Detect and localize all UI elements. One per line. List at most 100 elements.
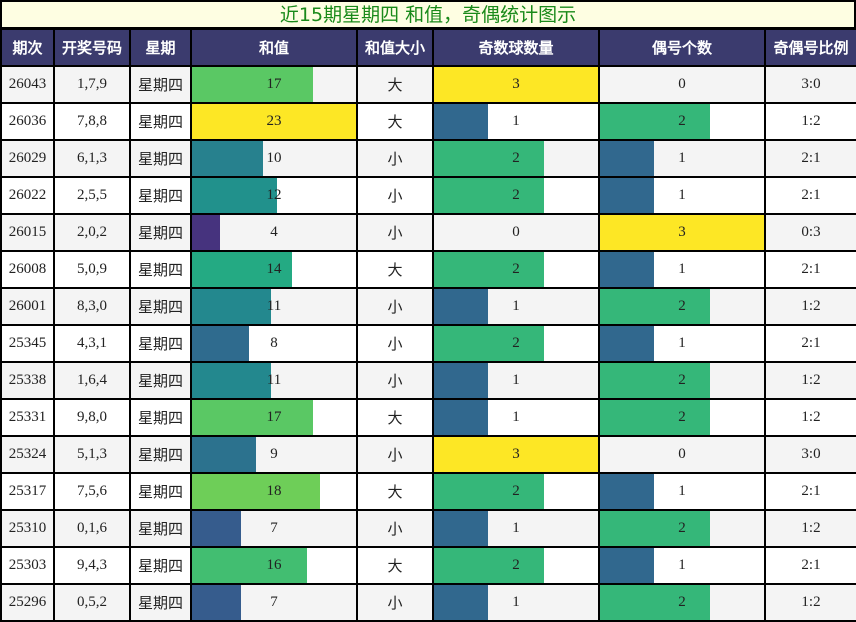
sum-value: 9	[270, 446, 278, 462]
weekday-cell: 星期四	[129, 65, 192, 104]
even-value: 1	[678, 187, 686, 203]
odd-value: 1	[512, 113, 520, 129]
odd-bar-cell: 2	[432, 546, 600, 585]
numbers-cell: 1,6,4	[53, 361, 131, 400]
ratio-cell: 2:1	[764, 139, 856, 178]
table-row: 26043 1,7,9 星期四 17 大 3 0 3:0	[0, 65, 856, 104]
sum-bar	[192, 511, 242, 546]
odd-bar	[434, 585, 489, 620]
sum-bar	[192, 215, 220, 250]
even-bar-cell: 0	[598, 65, 766, 104]
sum-bar-cell: 17	[190, 65, 358, 104]
ratio-cell: 1:2	[764, 361, 856, 400]
period-cell: 25324	[0, 435, 55, 474]
header-ratio: 奇偶号比例	[764, 28, 856, 67]
header-sum-size: 和值大小	[356, 28, 434, 67]
sum-value: 11	[266, 298, 282, 314]
sum-bar-cell: 23	[190, 102, 358, 141]
weekday-cell: 星期四	[129, 398, 192, 437]
sum-bar	[192, 141, 263, 176]
sum-size-cell: 大	[356, 250, 434, 289]
odd-bar	[434, 474, 544, 509]
period-cell: 25345	[0, 324, 55, 363]
even-value: 0	[678, 446, 686, 462]
sum-bar-cell: 16	[190, 546, 358, 585]
even-bar	[600, 548, 655, 583]
odd-bar-cell: 2	[432, 250, 600, 289]
period-cell: 26001	[0, 287, 55, 326]
stats-table: 期次 开奖号码 星期 和值 和值大小 奇数球数量 偶号个数 奇偶号比例 2604…	[0, 28, 856, 622]
table-row: 25324 5,1,3 星期四 9 小 3 0 3:0	[0, 435, 856, 474]
odd-value: 1	[512, 409, 520, 425]
even-bar	[600, 178, 655, 213]
sum-value: 11	[266, 372, 282, 388]
sum-bar-cell: 18	[190, 472, 358, 511]
odd-bar	[434, 141, 544, 176]
table-row: 25317 7,5,6 星期四 18 大 2 1 2:1	[0, 472, 856, 511]
even-bar	[600, 400, 710, 435]
even-value: 2	[678, 113, 686, 129]
odd-bar-cell: 1	[432, 102, 600, 141]
even-value: 1	[678, 261, 686, 277]
weekday-cell: 星期四	[129, 176, 192, 215]
table-row: 25303 9,4,3 星期四 16 大 2 1 2:1	[0, 546, 856, 585]
ratio-cell: 3:0	[764, 65, 856, 104]
odd-bar-cell: 1	[432, 287, 600, 326]
sum-size-cell: 小	[356, 509, 434, 548]
sum-bar-cell: 9	[190, 435, 358, 474]
table-row: 26001 8,3,0 星期四 11 小 1 2 1:2	[0, 287, 856, 326]
numbers-cell: 7,8,8	[53, 102, 131, 141]
weekday-cell: 星期四	[129, 102, 192, 141]
odd-value: 2	[512, 261, 520, 277]
odd-bar	[434, 437, 598, 472]
sum-size-cell: 小	[356, 287, 434, 326]
sum-bar	[192, 326, 250, 361]
sum-size-cell: 大	[356, 398, 434, 437]
sum-bar-cell: 8	[190, 324, 358, 363]
table-body: 26043 1,7,9 星期四 17 大 3 0 3:0 26036 7,8,8 星期四 23 大 1 2 1…	[0, 65, 856, 622]
table-row: 26015 2,0,2 星期四 4 小 0 3 0:3	[0, 213, 856, 252]
even-bar	[600, 585, 710, 620]
odd-bar-cell: 2	[432, 472, 600, 511]
even-bar-cell: 1	[598, 324, 766, 363]
even-bar	[600, 104, 710, 139]
numbers-cell: 6,1,3	[53, 139, 131, 178]
table-row: 25310 0,1,6 星期四 7 小 1 2 1:2	[0, 509, 856, 548]
numbers-cell: 7,5,6	[53, 472, 131, 511]
even-value: 2	[678, 520, 686, 536]
odd-bar-cell: 1	[432, 361, 600, 400]
odd-bar-cell: 2	[432, 139, 600, 178]
weekday-cell: 星期四	[129, 509, 192, 548]
odd-bar	[434, 67, 598, 102]
sum-size-cell: 小	[356, 139, 434, 178]
sum-size-cell: 小	[356, 213, 434, 252]
table-row: 25338 1,6,4 星期四 11 小 1 2 1:2	[0, 361, 856, 400]
sum-value: 7	[270, 594, 278, 610]
sum-bar	[192, 178, 278, 213]
header-sum: 和值	[190, 28, 358, 67]
header-period: 期次	[0, 28, 55, 67]
even-bar	[600, 474, 655, 509]
even-bar	[600, 215, 764, 250]
header-numbers: 开奖号码	[53, 28, 131, 67]
period-cell: 25338	[0, 361, 55, 400]
odd-bar	[434, 289, 489, 324]
sum-bar-cell: 17	[190, 398, 358, 437]
sum-bar-cell: 10	[190, 139, 358, 178]
even-bar	[600, 511, 710, 546]
weekday-cell: 星期四	[129, 583, 192, 622]
odd-value: 1	[512, 520, 520, 536]
weekday-cell: 星期四	[129, 213, 192, 252]
numbers-cell: 2,0,2	[53, 213, 131, 252]
sum-value: 4	[270, 224, 278, 240]
even-bar-cell: 2	[598, 287, 766, 326]
ratio-cell: 2:1	[764, 472, 856, 511]
odd-value: 2	[512, 335, 520, 351]
even-value: 1	[678, 335, 686, 351]
even-value: 2	[678, 298, 686, 314]
odd-bar-cell: 3	[432, 65, 600, 104]
weekday-cell: 星期四	[129, 361, 192, 400]
sum-size-cell: 大	[356, 65, 434, 104]
odd-bar-cell: 3	[432, 435, 600, 474]
